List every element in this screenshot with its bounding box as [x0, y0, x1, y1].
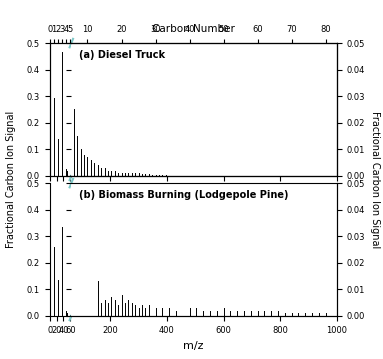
Text: m/z: m/z	[183, 341, 204, 351]
Text: Fractional Carbon Ion Signal: Fractional Carbon Ion Signal	[370, 111, 380, 248]
Text: Carbon Number: Carbon Number	[152, 24, 235, 34]
Text: Fractional Carbon Ion Signal: Fractional Carbon Ion Signal	[7, 111, 16, 248]
Text: (a) Diesel Truck: (a) Diesel Truck	[79, 50, 165, 60]
Text: (b) Biomass Burning (Lodgepole Pine): (b) Biomass Burning (Lodgepole Pine)	[79, 190, 289, 200]
